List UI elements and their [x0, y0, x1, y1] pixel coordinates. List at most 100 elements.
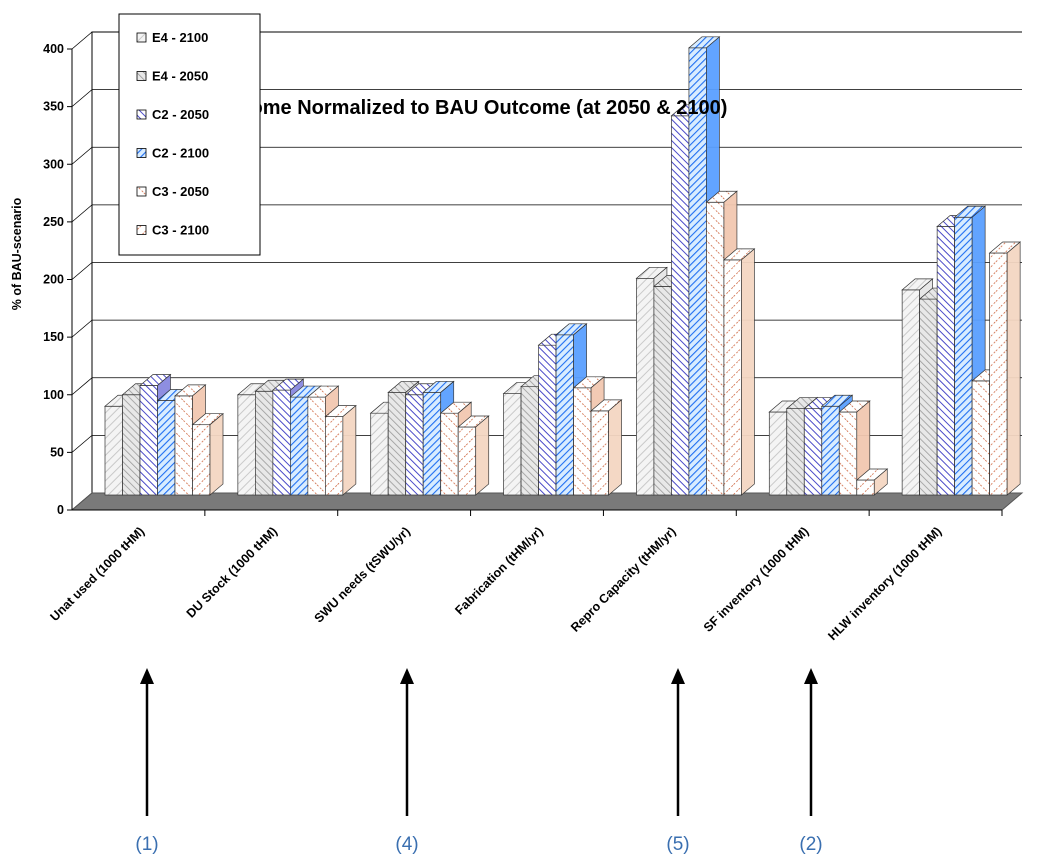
bar-front	[122, 394, 141, 496]
annotation-arrow: (5)	[666, 668, 690, 855]
bar-front	[723, 259, 742, 496]
legend-label: E4 - 2050	[152, 69, 208, 84]
x-category-label: DU Stock (1000 tHM)	[184, 524, 280, 620]
annotations: (1) (4) (5) (2)	[135, 668, 823, 855]
bars	[104, 36, 1022, 496]
legend-swatch	[136, 186, 147, 197]
bar-front	[706, 201, 725, 496]
bar-front	[405, 394, 424, 496]
bar	[191, 412, 224, 496]
bar-side	[342, 404, 357, 496]
bar	[324, 404, 357, 496]
x-category-label: Unat used (1000 tHM)	[47, 524, 147, 624]
chart-floor	[70, 492, 1024, 511]
gridline-side	[71, 204, 93, 223]
y-tick-label: 50	[50, 445, 64, 459]
bar-front	[255, 390, 274, 496]
bar-front	[157, 400, 176, 496]
gridline-side	[71, 319, 93, 338]
bar-front	[821, 405, 840, 496]
arrow-head	[400, 668, 414, 684]
legend-item: E4 - 2100	[136, 30, 208, 45]
bar-front	[768, 411, 788, 496]
bar-front	[786, 408, 805, 496]
bar-front	[936, 226, 955, 496]
bar-front	[954, 216, 973, 496]
bar-front	[555, 334, 574, 496]
bar-front	[503, 393, 522, 496]
bar-side	[741, 248, 755, 496]
bar-front	[573, 387, 592, 496]
legend: E4 - 2100 E4 - 2050 C2 - 2050 C2 - 2100 C3 -…	[118, 13, 261, 256]
bar-front	[272, 389, 291, 496]
bar-front	[325, 416, 344, 496]
bar	[590, 399, 623, 496]
bar-front	[590, 410, 609, 496]
bar-side	[608, 399, 622, 496]
bar-front	[440, 412, 459, 496]
legend-swatch	[136, 109, 147, 120]
y-tick-label: 400	[43, 42, 64, 56]
bar-front	[520, 386, 539, 496]
y-tick-label: 250	[43, 215, 64, 229]
axes	[67, 48, 1003, 516]
arrow-head	[671, 668, 685, 684]
legend-label: C2 - 2100	[152, 146, 209, 161]
gridline-side	[71, 377, 93, 396]
y-tick-labels: 0 50 100 150 200 250 300 350 400	[43, 42, 64, 517]
gridline-side	[71, 146, 93, 165]
bar	[722, 248, 756, 496]
bar-front	[237, 394, 256, 496]
bar-front	[370, 412, 389, 496]
y-tick-label: 0	[57, 503, 64, 517]
gridline-side	[71, 31, 93, 50]
x-category-label: HLW inventory (1000 tHM)	[825, 524, 944, 643]
x-category-label: Fabrication (tHM/yr)	[452, 524, 545, 617]
legend-item: C2 - 2050	[136, 107, 209, 122]
annotation-label: (2)	[799, 834, 822, 855]
legend-item: E4 - 2050	[136, 69, 208, 84]
legend-box	[118, 13, 261, 256]
bar	[988, 241, 1022, 496]
bar-front	[838, 411, 858, 496]
bar-front	[971, 380, 990, 496]
bar-front	[387, 392, 407, 496]
bar-front	[989, 252, 1008, 496]
bar-front	[192, 424, 211, 496]
floor	[70, 492, 1024, 511]
y-tick-label: 100	[43, 388, 64, 402]
gridline-side	[71, 89, 93, 107]
legend-swatch	[136, 148, 147, 158]
bar-front	[457, 426, 477, 496]
y-tick-label: 200	[43, 273, 64, 287]
y-tick-label: 300	[43, 157, 64, 171]
annotation-arrow: (1)	[135, 668, 159, 855]
annotation-label: (5)	[666, 834, 689, 855]
y-tick-label: 350	[43, 100, 64, 114]
legend-label: C3 - 2050	[152, 184, 209, 199]
gridline-side	[71, 435, 93, 453]
gridline-side	[71, 262, 93, 280]
legend-item: C3 - 2100	[136, 223, 209, 238]
legend-swatch	[136, 32, 147, 43]
bar-front	[856, 479, 875, 496]
bar-side	[209, 412, 224, 496]
legend-item: C2 - 2100	[136, 146, 209, 161]
bar-front	[139, 385, 158, 496]
legend-swatch	[136, 225, 147, 235]
bar-front	[671, 115, 690, 496]
annotation-arrow: (4)	[395, 668, 419, 855]
bar-front	[803, 408, 823, 496]
annotation-arrow: (2)	[799, 668, 823, 855]
bar-front	[290, 396, 309, 496]
y-axis-label: % of BAU-scenario	[10, 197, 24, 310]
x-category-label: SF inventory (1000 tHM)	[701, 524, 812, 635]
bar	[855, 468, 889, 496]
legend-swatch	[136, 71, 147, 81]
bar-front	[104, 405, 123, 496]
chart-title: Outcome Normalized to BAU Outcome (at 20…	[205, 97, 727, 119]
annotation-label: (1)	[135, 834, 158, 855]
x-category-labels: Unat used (1000 tHM) DU Stock (1000 tHM) S…	[47, 524, 944, 643]
x-category-label: SWU needs (tSWU/yr)	[312, 524, 413, 625]
